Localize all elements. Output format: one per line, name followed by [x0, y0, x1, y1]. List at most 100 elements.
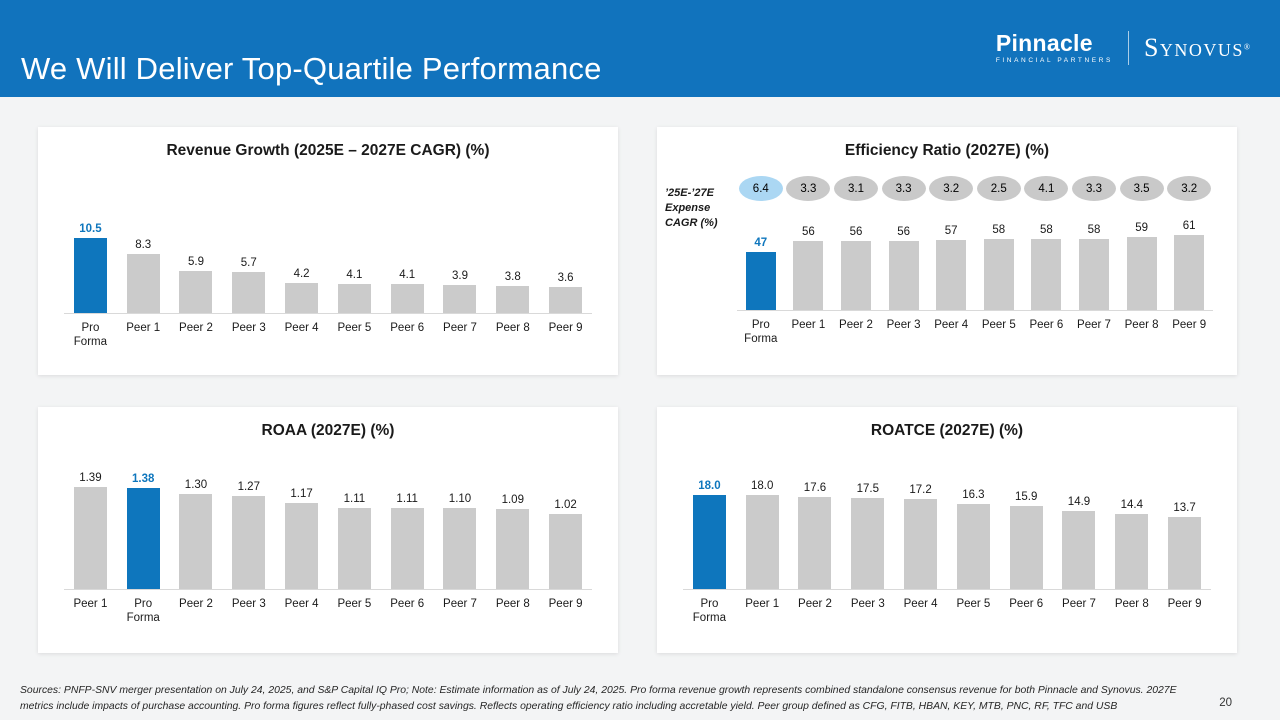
bar-cell: 4.2 [275, 160, 328, 313]
value-label: 14.4 [1120, 499, 1143, 511]
pinnacle-wordmark: Pinnacle [995, 29, 1093, 56]
category-label: Peer 1 [73, 598, 108, 610]
bar [983, 239, 1014, 310]
category-label: Peer 2 [179, 598, 213, 610]
bar-cell: 15.9 [1000, 440, 1053, 589]
bar-cell: 1.39 [64, 440, 117, 589]
bar [1126, 237, 1157, 310]
expense-cagr-badge: 3.1 [833, 176, 878, 201]
category-label: Peer 4 [284, 322, 319, 334]
bar [390, 284, 424, 313]
bar-cell: 56 [785, 201, 833, 310]
value-label: 17.5 [856, 483, 879, 495]
bar-cell: 13.7 [1158, 440, 1211, 589]
bar [1174, 235, 1205, 310]
bar [126, 254, 160, 313]
value-label: 5.9 [187, 256, 204, 268]
category-label: Peer 4 [934, 319, 969, 331]
badge-cell: 3.3 [880, 176, 928, 201]
chart-card-revenue-growth: Revenue Growth (2025E – 2027E CAGR) (%) … [38, 127, 618, 375]
category-label: Peer 7 [443, 598, 477, 610]
category-label: Peer 1 [791, 319, 826, 331]
value-label: 1.38 [132, 473, 155, 485]
expense-cagr-badge: 3.3 [881, 176, 926, 201]
category-label: Peer 7 [1077, 319, 1111, 331]
badge-cell: 3.3 [785, 176, 833, 201]
value-label: 1.27 [237, 481, 260, 493]
bar [337, 508, 371, 589]
category-label: Pro Forma [692, 598, 727, 624]
expense-cagr-badge: 2.5 [976, 176, 1021, 201]
value-label: 3.9 [451, 270, 468, 282]
bar-cell: 5.7 [222, 160, 275, 313]
bar [1115, 514, 1149, 589]
category-label: Peer 1 [126, 322, 161, 334]
value-label: 61 [1182, 220, 1196, 232]
bar-pro-forma-highlight [692, 495, 726, 589]
logo-divider [1127, 31, 1129, 65]
category-label: Peer 8 [495, 598, 530, 610]
bar-cell: 1.02 [539, 440, 592, 589]
bar [1009, 506, 1043, 589]
slide-header-bar: We Will Deliver Top-Quartile Performance… [0, 0, 1280, 97]
chart-title: ROATCE (2027E) (%) [870, 422, 1024, 439]
bar-cell: 1.10 [434, 440, 487, 589]
bar [232, 272, 266, 313]
expense-cagr-badge: 3.2 [929, 176, 974, 201]
bar [232, 496, 266, 589]
value-label: 57 [944, 225, 958, 237]
bar [936, 240, 967, 310]
value-label: 13.7 [1173, 502, 1196, 514]
value-label: 18.0 [751, 480, 774, 492]
category-label: Peer 2 [839, 319, 873, 331]
chart-card-roaa: ROAA (2027E) (%) 1.39 1.38 1.30 1.27 1.17 1.1… [38, 407, 618, 653]
bar-cell: 16.3 [947, 440, 1000, 589]
bar-cell: 1.30 [170, 440, 223, 589]
expense-cagr-axis-label: ’25E-’27E Expense CAGR (%) [665, 187, 718, 229]
bar [1168, 517, 1202, 589]
category-label: Peer 5 [981, 319, 1016, 331]
chart-card-efficiency-ratio: Efficiency Ratio (2027E) (%) ’25E-’27E E… [657, 127, 1237, 375]
category-label: Peer 8 [1114, 598, 1149, 610]
value-label: 1.10 [448, 493, 472, 505]
category-label: Peer 4 [284, 598, 319, 610]
value-label: 4.2 [293, 268, 310, 280]
bar-cell: 18.0 [683, 440, 736, 589]
bar [851, 498, 885, 589]
bar-cell: 1.17 [275, 440, 328, 589]
bars-row: 1.39 1.38 1.30 1.27 1.17 1.11 1.11 1.10 1.09 1.02 [64, 440, 592, 590]
bar-cell: 56 [880, 201, 928, 310]
pinnacle-tagline: FINANCIAL PARTNERS [995, 56, 1113, 64]
pinnacle-logo: Pinnacle FINANCIAL PARTNERS [995, 29, 1113, 64]
value-label: 16.3 [962, 489, 985, 501]
value-label: 47 [754, 237, 768, 249]
category-label: Peer 7 [1062, 598, 1096, 610]
category-label: Peer 9 [548, 322, 583, 334]
bar-chart-roaa: 1.39 1.38 1.30 1.27 1.17 1.11 1.11 1.10 1.09 1.02… [38, 440, 618, 625]
category-label: Peer 5 [337, 322, 372, 334]
expense-cagr-badge: 6.4 [738, 176, 783, 201]
page-number: 20 [1219, 697, 1232, 709]
value-label: 1.09 [501, 494, 524, 506]
synovus-wordmark: Synovus [1143, 33, 1244, 62]
bar [1031, 239, 1062, 310]
bar [1062, 511, 1096, 589]
bar [904, 499, 938, 589]
category-label: Peer 3 [850, 598, 885, 610]
value-label: 56 [849, 226, 863, 238]
category-label: Peer 9 [548, 598, 583, 610]
bar [496, 286, 530, 313]
value-label: 15.9 [1015, 491, 1038, 503]
bar-cell: 1.09 [486, 440, 539, 589]
category-label: Peer 2 [798, 598, 832, 610]
bar-cell: 14.4 [1105, 440, 1158, 589]
bar [798, 497, 832, 589]
chart-title: Efficiency Ratio (2027E) (%) [844, 142, 1050, 159]
bar-cell: 5.9 [170, 160, 223, 313]
bar [443, 285, 477, 313]
bar-cell: 17.5 [841, 440, 894, 589]
expense-cagr-badge-row: 6.4 3.3 3.1 3.3 3.2 2.5 4.1 3.3 3.5 3.2 [737, 176, 1213, 201]
badge-cell: 3.2 [1165, 176, 1213, 201]
registered-trademark-icon: ® [1243, 42, 1250, 52]
value-label: 56 [801, 226, 815, 238]
